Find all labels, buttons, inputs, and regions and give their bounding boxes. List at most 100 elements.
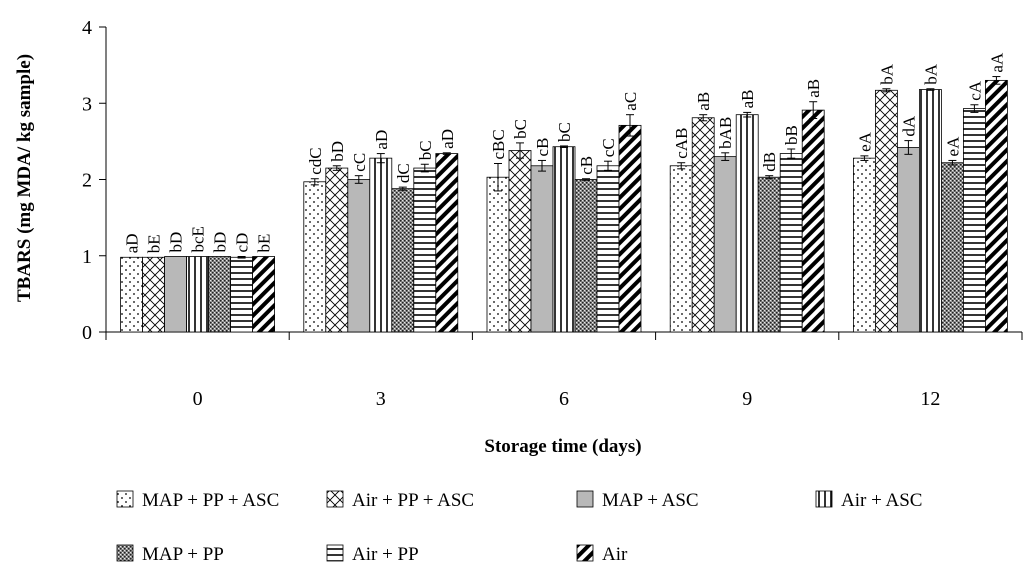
legend-label: Air + PP xyxy=(352,544,419,565)
bar-letter-label: cA xyxy=(965,80,984,101)
bar-letter-label: aB xyxy=(738,90,757,109)
bar-letter-label: bC xyxy=(555,122,574,142)
bar xyxy=(325,167,349,333)
bar-letter-label: aD xyxy=(438,129,457,149)
bar xyxy=(691,117,715,333)
legend-swatch xyxy=(116,544,134,562)
bar xyxy=(985,79,1008,333)
bar xyxy=(164,256,188,333)
y-tick-label: 4 xyxy=(82,17,92,39)
bar-letter-label: cC xyxy=(599,138,618,157)
bar-letter-label: cBC xyxy=(489,129,508,159)
bar-letter-label: bB xyxy=(782,125,801,145)
bar xyxy=(713,156,737,333)
y-tick-label: 3 xyxy=(82,93,92,115)
bar-letter-label: cD xyxy=(233,233,252,253)
bar-letter-label: bcE xyxy=(189,226,208,252)
bar-letter-label: bC xyxy=(511,119,530,139)
legend-swatch xyxy=(576,490,594,508)
y-tick-label: 1 xyxy=(82,246,92,268)
bar-letter-label: bD xyxy=(328,141,347,162)
bar-letter-label: bE xyxy=(255,234,274,253)
bar-letter-label: aB xyxy=(694,92,713,111)
bar xyxy=(897,147,920,333)
bar xyxy=(574,179,598,333)
bar xyxy=(303,181,327,333)
bar-letter-label: dA xyxy=(899,115,918,137)
bar-letter-label: cB xyxy=(577,156,596,175)
bar xyxy=(186,256,210,333)
bar xyxy=(142,256,166,333)
bar xyxy=(369,157,393,333)
y-ticks: 0 1 2 3 4 xyxy=(82,17,106,344)
bar-letter-label: bAB xyxy=(716,117,735,149)
bar xyxy=(919,89,942,333)
bar-letter-label: dB xyxy=(760,152,779,172)
bar-letter-label: eA xyxy=(855,131,874,152)
y-tick-label: 2 xyxy=(82,170,92,192)
bar xyxy=(347,179,371,333)
bar xyxy=(391,188,415,333)
bar xyxy=(757,176,781,333)
x-tick-label: 3 xyxy=(376,388,386,410)
bar xyxy=(230,256,254,333)
legend-label: MAP + PP xyxy=(142,544,224,565)
bar xyxy=(875,89,898,333)
legend-label: MAP + ASC xyxy=(602,490,699,511)
x-tick-label: 12 xyxy=(920,388,940,410)
x-ticks: 0 3 6 9 12 xyxy=(105,332,1023,410)
legend-swatch xyxy=(116,490,134,508)
bar xyxy=(435,153,459,333)
legend-swatch xyxy=(576,544,594,562)
bar xyxy=(779,153,803,333)
bar xyxy=(801,109,825,333)
bar-letter-label: bA xyxy=(877,63,896,85)
bar-letter-label: cC xyxy=(350,153,369,172)
bar xyxy=(735,114,759,333)
bar xyxy=(618,124,642,333)
bar-letter-label: bC xyxy=(416,140,435,160)
bar xyxy=(552,146,576,333)
bar-letter-label: aA xyxy=(987,52,1006,73)
x-axis-title: Storage time (days) xyxy=(484,436,641,457)
bar xyxy=(530,165,554,333)
legend-label: MAP + PP + ASC xyxy=(142,490,279,511)
bar-letter-label: bE xyxy=(145,234,164,253)
legend-swatch xyxy=(815,490,833,508)
bar-letter-label: eA xyxy=(943,136,962,157)
bar xyxy=(413,167,437,333)
bar-letter-label: bA xyxy=(921,63,940,85)
legend-label: Air + PP + ASC xyxy=(352,490,474,511)
y-tick-label: 0 xyxy=(82,322,92,344)
bar-letter-label: cB xyxy=(533,138,552,157)
bar xyxy=(120,256,143,333)
bar xyxy=(208,256,232,333)
bar xyxy=(853,157,876,333)
bar xyxy=(486,176,510,333)
bar-letter-label: cAB xyxy=(672,128,691,159)
legend-swatch xyxy=(326,490,344,508)
legend: MAP + PP + ASC Air + PP + ASC MAP + ASC Air… xyxy=(116,490,922,565)
bar-letter-label: aD xyxy=(123,233,142,253)
x-tick-label: 6 xyxy=(559,388,569,410)
bar-letter-label: bD xyxy=(211,232,230,253)
x-tick-label: 0 xyxy=(193,388,203,410)
bar-letter-label: aB xyxy=(804,79,823,98)
bar xyxy=(669,165,693,333)
bar-letter-label: bD xyxy=(167,232,186,253)
bar xyxy=(963,108,986,333)
bar-letter-label: aC xyxy=(621,92,640,111)
bar-letter-label: dC xyxy=(394,163,413,183)
legend-label: Air xyxy=(602,544,628,565)
legend-swatch xyxy=(326,544,344,562)
y-axis-title: TBARS (mg MDA/ kg sample) xyxy=(14,54,35,302)
bar xyxy=(596,165,620,333)
legend-label: Air + ASC xyxy=(841,490,922,511)
bar xyxy=(252,256,276,333)
bar-letter-label: aD xyxy=(372,130,391,150)
x-tick-label: 9 xyxy=(742,388,752,410)
bar-letter-label: cdC xyxy=(306,147,325,174)
